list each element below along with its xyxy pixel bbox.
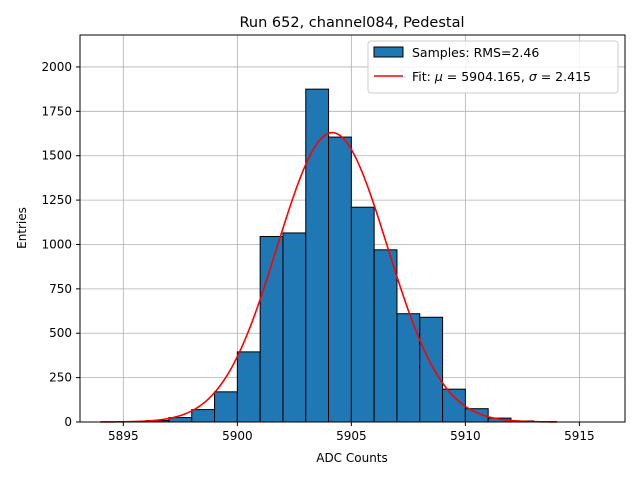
y-tick-label: 2000 xyxy=(41,60,72,74)
y-tick-label: 0 xyxy=(64,415,72,429)
legend-swatch-samples xyxy=(373,46,404,58)
x-tick-label: 5910 xyxy=(450,429,481,443)
histogram-bar xyxy=(350,206,375,423)
x-tick-label: 5895 xyxy=(108,429,139,443)
x-axis-ticks: 5895 5900 5905 5910 5915 xyxy=(108,422,595,443)
y-axis-ticks: 0 250 500 750 1000 1250 1500 1750 2000 xyxy=(41,60,80,429)
histogram-bar xyxy=(442,388,466,423)
histogram-bar xyxy=(328,136,352,423)
y-tick-label: 1500 xyxy=(41,149,72,163)
y-axis-label: Entries xyxy=(15,207,29,249)
chart-title: Run 652, channel084, Pedestal xyxy=(239,15,464,31)
legend-label-samples: Samples: RMS=2.46 xyxy=(412,45,539,60)
histogram-bar xyxy=(214,391,238,423)
y-tick-label: 1750 xyxy=(41,104,72,118)
x-tick-label: 5900 xyxy=(222,429,253,443)
plot-frame xyxy=(79,34,626,423)
y-tick-label: 1000 xyxy=(41,237,72,251)
x-tick-label: 5915 xyxy=(564,429,595,443)
x-tick-label: 5905 xyxy=(336,429,367,443)
histogram-bar xyxy=(191,409,216,423)
histogram-bars xyxy=(100,88,558,423)
y-tick-label: 500 xyxy=(49,326,72,340)
x-axis-label: ADC Counts xyxy=(316,451,388,465)
y-tick-label: 250 xyxy=(49,371,72,385)
legend-box xyxy=(367,40,619,94)
y-tick-label: 1250 xyxy=(41,193,72,207)
histogram-bar xyxy=(236,351,261,423)
fit-curve xyxy=(100,131,557,423)
histogram-bar xyxy=(305,88,330,423)
legend: Samples: RMS=2.46 Fit: μ = 5904.165, σ =… xyxy=(367,40,619,94)
histogram-bar xyxy=(419,316,444,423)
y-tick-label: 750 xyxy=(49,282,72,296)
legend-label-fit: Fit: μ = 5904.165, σ = 2.415 xyxy=(412,69,591,84)
histogram-bar xyxy=(282,232,307,423)
histogram-bar xyxy=(373,249,398,423)
